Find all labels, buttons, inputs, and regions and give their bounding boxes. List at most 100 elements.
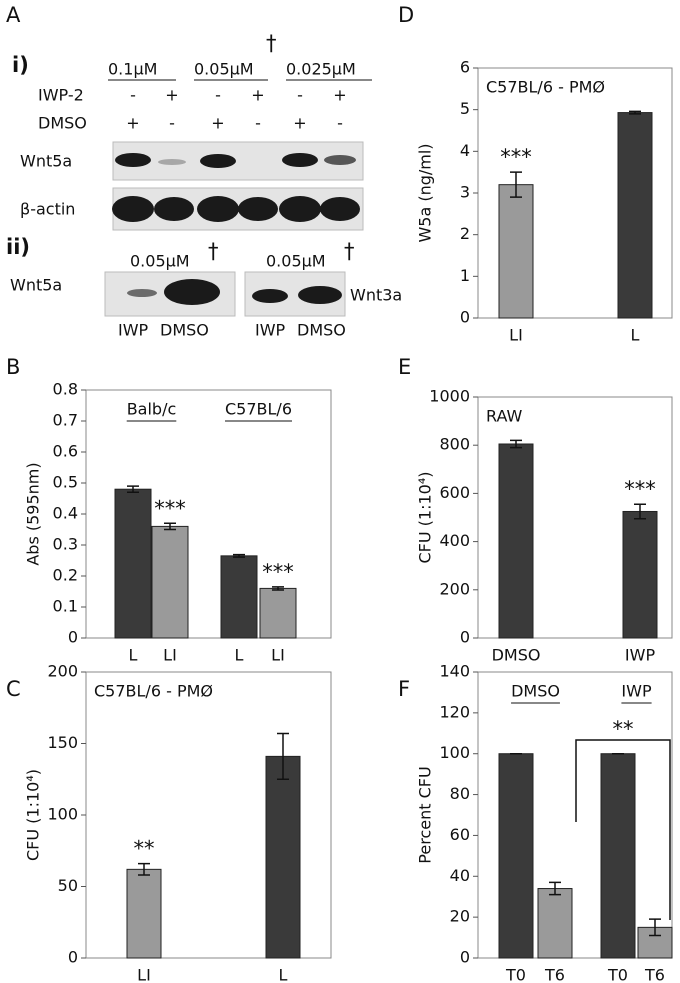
dagger: † [266,31,277,55]
error-bar [510,171,522,198]
error-bar [549,881,561,896]
y-axis-label: CFU (1:10⁴) [416,472,435,564]
y-tick-label: 0 [68,948,78,967]
concentration: 0.05µM [130,252,190,271]
row-label: IWP-2 [38,86,84,105]
band [282,153,318,167]
blot-label: Wnt5a [10,276,62,295]
panel-letter: C [6,677,21,701]
significance: ** [134,837,155,861]
bar [498,753,534,959]
bar [114,488,152,639]
sign: + [251,86,264,105]
y-tick-label: 40 [450,866,470,885]
bar [498,184,534,319]
band [115,153,151,167]
bracket [575,739,671,920]
bar [259,587,297,639]
bar [617,112,653,319]
blot-label: Wnt3a [350,286,402,305]
x-tick-label: LI [509,326,523,345]
y-tick-label: 1 [460,266,470,285]
sign: + [333,86,346,105]
band [127,289,157,297]
x-tick-label: L [279,966,288,983]
sign: - [130,86,136,105]
significance: *** [624,477,656,501]
y-tick-label: 3 [460,183,470,202]
error-bar [634,503,646,520]
x-tick-label: T6 [544,966,565,983]
y-tick-label: 400 [439,531,470,550]
y-tick-label: 100 [439,743,470,762]
part-label: i) [12,53,29,77]
x-tick-label: DMSO [492,646,541,665]
bar [498,443,534,639]
x-tick-label: LI [271,646,285,665]
y-tick-label: 120 [439,702,470,721]
y-tick-label: 0 [68,628,78,647]
band [164,279,220,305]
error-bar [233,553,245,558]
error-bar [510,439,522,449]
sign: - [337,114,343,133]
y-tick-label: 60 [450,825,470,844]
plot-frame [477,671,673,959]
error-bar [138,862,150,876]
group-label: DMSO [511,682,560,701]
error-bar [649,918,661,937]
x-tick-label: LI [137,966,151,983]
band [252,289,288,303]
sign: - [297,86,303,105]
y-axis-label: W5a (ng/ml) [416,143,435,242]
lane-label: DMSO [297,321,346,340]
concentration: 0.05µM [194,60,254,79]
panel-letter: F [398,677,410,701]
y-tick-label: 150 [47,733,78,752]
group-label: C57BL/6 [225,400,292,419]
y-tick-label: 0 [460,628,470,647]
y-tick-label: 100 [47,805,78,824]
panel-letter: B [6,355,20,379]
dagger: † [208,239,219,263]
sign: + [165,86,178,105]
error-bar [164,522,176,531]
concentration: 0.1µM [108,60,157,79]
panel-letter: D [398,3,414,27]
blot-label: β-actin [20,200,75,219]
sign-grid: - + - + - + + - + - + - [126,86,346,133]
band [158,159,186,165]
y-axis-label: Percent CFU [416,766,435,863]
chart-title: C57BL/6 - PMØ [94,682,213,701]
y-tick-label: 0.1 [53,597,78,616]
x-tick-label: T6 [644,966,665,983]
x-tick-label: T0 [505,966,526,983]
part-label: ii) [6,235,30,259]
bar [622,510,658,639]
x-tick-label: L [129,646,138,665]
bar [126,868,162,959]
sign: - [215,86,221,105]
blot [112,141,364,181]
y-tick-label: 0.6 [53,442,78,461]
band [324,155,356,165]
y-tick-label: 0.4 [53,504,78,523]
y-tick-label: 0.7 [53,411,78,430]
error-bar [127,485,139,494]
band [200,154,236,168]
sign: + [126,114,139,133]
x-tick-label: LI [163,646,177,665]
concentration: 0.05µM [266,252,326,271]
bar [600,753,636,959]
sign: + [211,114,224,133]
y-tick-label: 600 [439,483,470,502]
y-tick-label: 6 [460,58,470,77]
group-label: Balb/c [127,400,177,419]
sign: + [293,114,306,133]
y-tick-label: 80 [450,784,470,803]
x-tick-label: L [235,646,244,665]
concentration: 0.025µM [286,60,356,79]
bar [220,555,258,639]
